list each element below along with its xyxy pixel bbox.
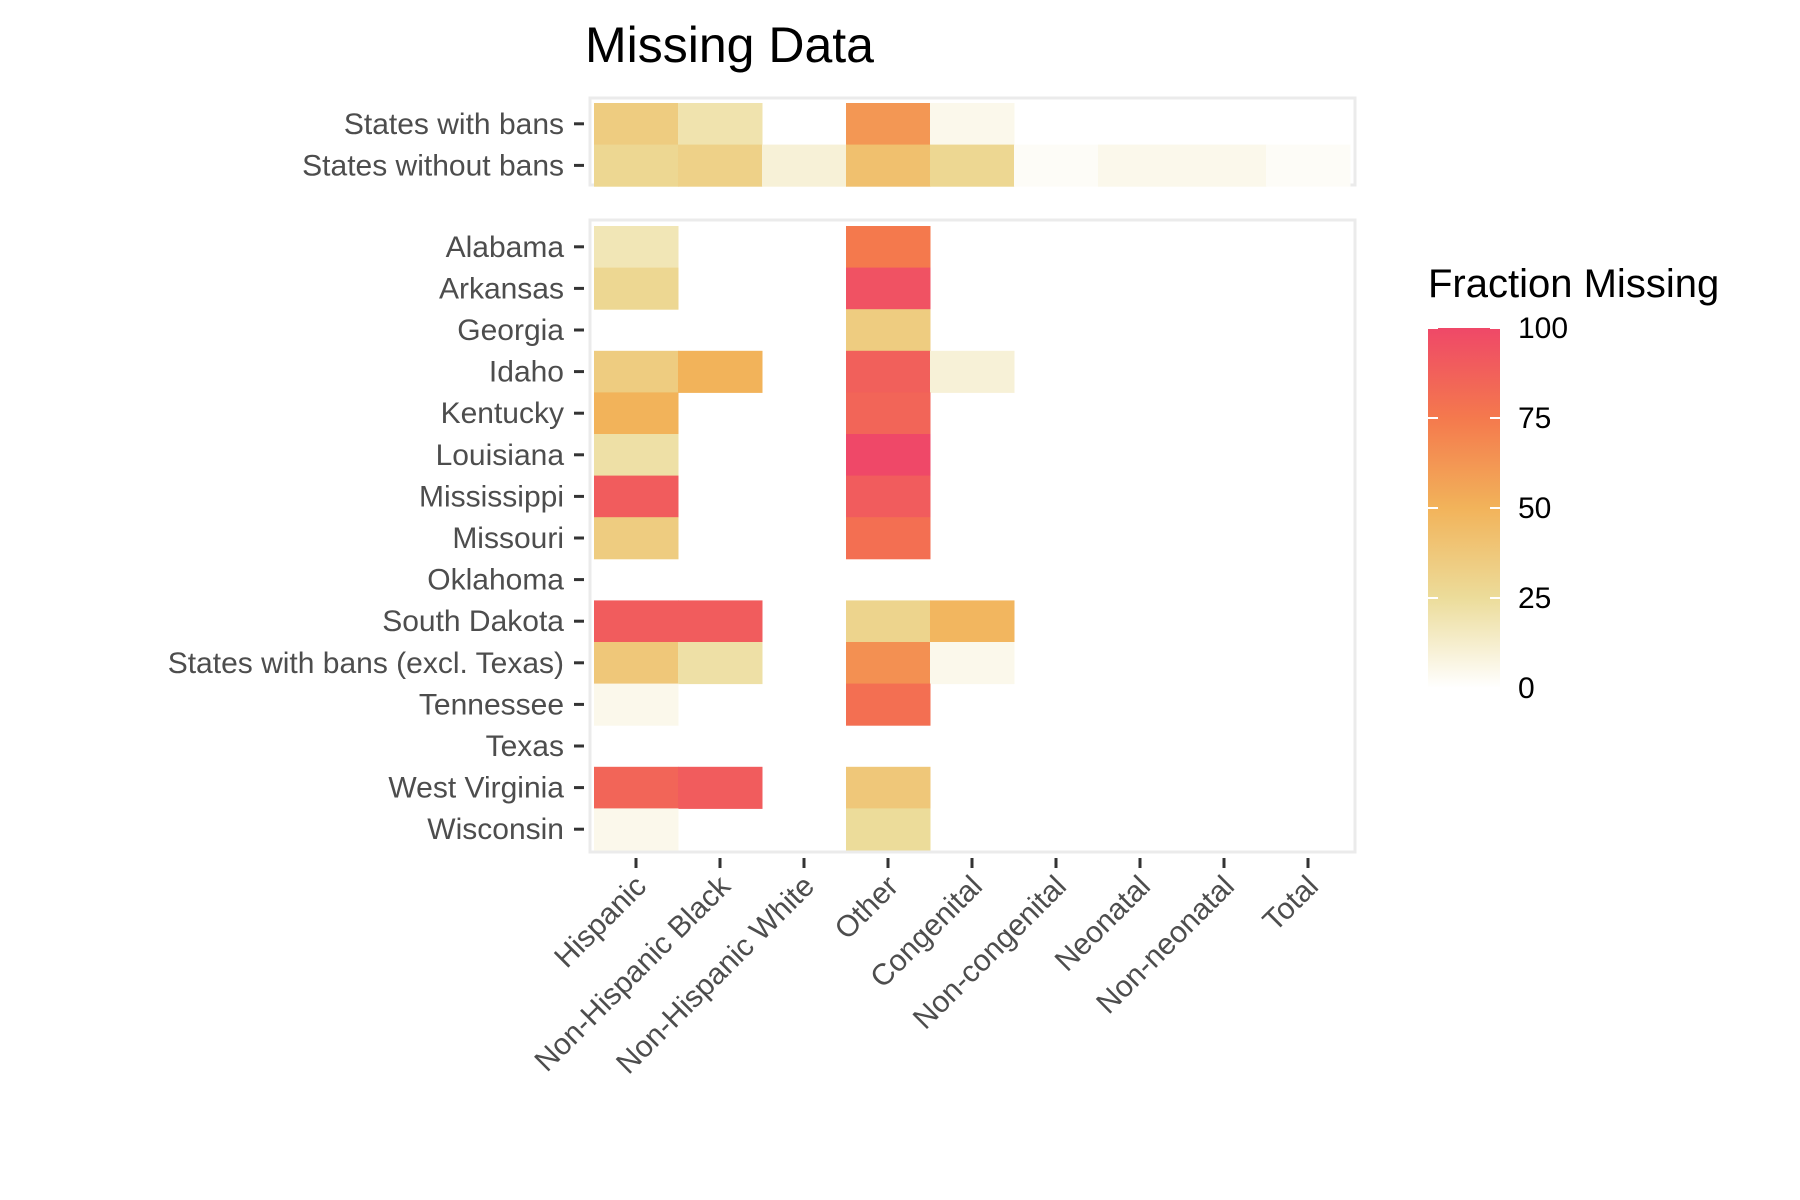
states-panel — [588, 218, 1357, 854]
cell-alabama-hispanic — [594, 226, 679, 269]
legend-tick-label: 100 — [1518, 312, 1568, 345]
y-tick-label: States with bans (excl. Texas) — [168, 647, 564, 680]
cell-west-virginia-other — [846, 766, 931, 809]
cell-kentucky-other — [846, 392, 931, 435]
y-tick-label: Missouri — [452, 522, 564, 555]
cell-tennessee-hispanic — [594, 683, 679, 726]
y-tick-label: Oklahoma — [427, 564, 564, 597]
cell-south-dakota-hispanic — [594, 600, 679, 643]
cell-mississippi-other — [846, 475, 931, 518]
cell-idaho-hispanic — [594, 350, 679, 393]
y-tick-label: States with bans — [344, 108, 564, 141]
legend-tick-label: 75 — [1518, 402, 1551, 435]
cell-idaho-other — [846, 350, 931, 393]
y-tick-label: Texas — [486, 730, 564, 763]
x-tick-label: Total — [1257, 870, 1325, 938]
legend-colorbar — [1428, 328, 1500, 688]
cell-states-with-bans-excl-texas-hispanic — [594, 642, 679, 685]
y-tick-label: Wisconsin — [427, 813, 564, 846]
legend-tick-label: 50 — [1518, 492, 1551, 525]
y-tick-label: States without bans — [302, 149, 564, 182]
chart-title: Missing Data — [585, 17, 874, 73]
cell-states-without-bans-non-congenital — [1014, 144, 1099, 187]
y-tick-label: Kentucky — [441, 397, 564, 430]
x-tick-label: Other — [829, 870, 905, 946]
cell-states-with-bans-excl-texas-other — [846, 642, 931, 685]
cell-states-without-bans-other — [846, 144, 931, 187]
cell-mississippi-hispanic — [594, 475, 679, 518]
cell-idaho-non-hispanic-black — [678, 350, 763, 393]
legend-ticks: 0 25 50 75 100 — [1428, 312, 1568, 705]
cell-states-with-bans-non-hispanic-black — [678, 103, 763, 146]
cell-georgia-other — [846, 309, 931, 352]
x-tick-label: Non-congenital — [907, 870, 1073, 1036]
cell-west-virginia-non-hispanic-black — [678, 766, 763, 809]
cell-states-with-bans-hispanic — [594, 103, 679, 146]
cell-louisiana-other — [846, 434, 931, 477]
legend: Fraction Missing 0 25 50 75 100 — [1428, 262, 1719, 705]
cell-states-without-bans-hispanic — [594, 144, 679, 187]
y-tick-label: Arkansas — [439, 272, 564, 305]
cell-south-dakota-non-hispanic-black — [678, 600, 763, 643]
y-tick-label: Alabama — [446, 231, 565, 264]
cell-kentucky-hispanic — [594, 392, 679, 435]
cell-arkansas-other — [846, 267, 931, 310]
cell-states-without-bans-non-hispanic-white — [762, 144, 847, 187]
cell-west-virginia-hispanic — [594, 766, 679, 809]
cell-south-dakota-congenital — [930, 600, 1015, 643]
cell-missouri-other — [846, 517, 931, 560]
cell-wisconsin-other — [846, 808, 931, 851]
legend-tick-label: 25 — [1518, 582, 1551, 615]
cell-arkansas-hispanic — [594, 267, 679, 310]
cell-states-without-bans-congenital — [930, 144, 1015, 187]
y-tick-label: Idaho — [489, 356, 564, 389]
cell-states-without-bans-neonatal — [1098, 144, 1183, 187]
cell-alabama-other — [846, 226, 931, 269]
cell-states-without-bans-non-hispanic-black — [678, 144, 763, 187]
y-axis: States with bans States without bans Alaba… — [168, 108, 584, 846]
y-tick-label: Mississippi — [419, 480, 564, 513]
cell-south-dakota-other — [846, 600, 931, 643]
y-tick-label: Louisiana — [436, 439, 565, 472]
y-tick-label: South Dakota — [382, 605, 564, 638]
cell-states-with-bans-other — [846, 103, 931, 146]
y-tick-label: West Virginia — [388, 772, 564, 805]
y-tick-label: Georgia — [457, 314, 564, 347]
cell-states-with-bans-excl-texas-non-hispanic-black — [678, 642, 763, 685]
cell-tennessee-other — [846, 683, 931, 726]
cell-states-without-bans-non-neonatal — [1182, 144, 1267, 187]
y-tick-label: Tennessee — [419, 688, 564, 721]
cell-states-without-bans-total — [1266, 144, 1351, 187]
panel-background — [588, 218, 1357, 854]
cell-louisiana-hispanic — [594, 434, 679, 477]
legend-title: Fraction Missing — [1428, 262, 1719, 306]
heatmap-cells — [594, 103, 1351, 851]
cell-states-with-bans-congenital — [930, 103, 1015, 146]
cell-idaho-congenital — [930, 350, 1015, 393]
legend-tick-label: 0 — [1518, 672, 1535, 705]
cell-missouri-hispanic — [594, 517, 679, 560]
cell-states-with-bans-excl-texas-congenital — [930, 642, 1015, 685]
cell-wisconsin-hispanic — [594, 808, 679, 851]
